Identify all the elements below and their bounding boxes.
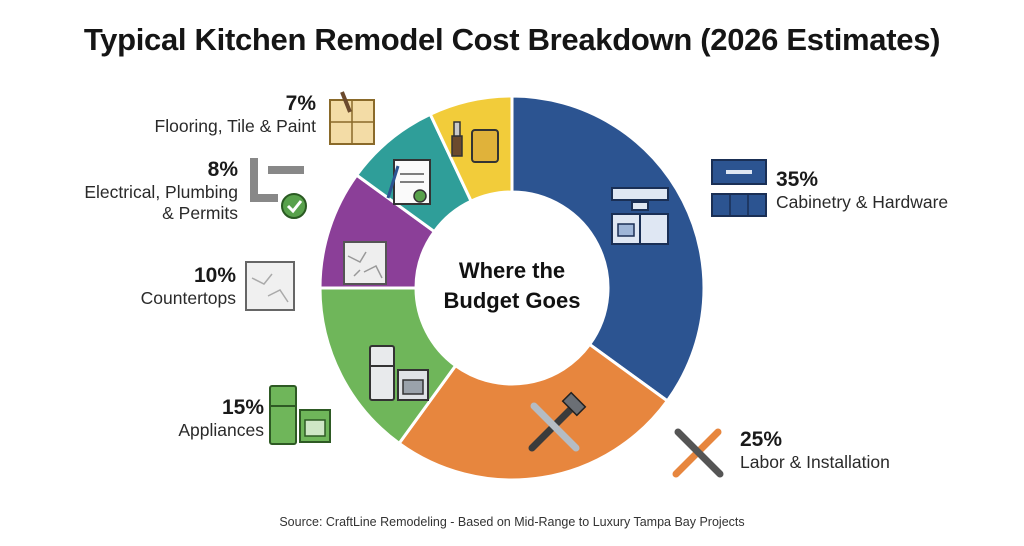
- name-electrical-line2: & Permits: [162, 203, 238, 223]
- pct-countertops: 10%: [193, 264, 236, 287]
- label-labor: 25% Labor & Installation: [740, 428, 890, 473]
- name-labor: Labor & Installation: [740, 452, 890, 472]
- hammer-wrench-icon: [672, 428, 724, 478]
- pipes-check-icon: [250, 158, 307, 219]
- permit-document-icon: [386, 159, 431, 205]
- marble-slab-icon: [343, 241, 387, 285]
- pct-appliances: 15%: [221, 396, 264, 419]
- pct-electrical: 8%: [207, 158, 238, 181]
- name-cabinetry: Cabinetry & Hardware: [776, 192, 949, 212]
- paint-bucket-brush-icon: [451, 121, 499, 163]
- fridge-stove-icon: [369, 345, 429, 401]
- name-countertops: Countertops: [140, 288, 236, 308]
- name-appliances: Appliances: [178, 420, 264, 440]
- label-countertops: 10% Countertops: [80, 264, 236, 309]
- pct-flooring: 7%: [285, 92, 316, 115]
- name-electrical-line1: Electrical, Plumbing: [84, 182, 238, 202]
- slice-labor-installation: [397, 342, 670, 482]
- chart-title: Typical Kitchen Remodel Cost Breakdown (…: [83, 22, 941, 57]
- tile-brush-icon: [329, 91, 375, 145]
- center-label: Where the Budget Goes: [430, 256, 594, 316]
- source-note: Source: CraftLine Remodeling - Based on …: [279, 515, 745, 529]
- donut-hole: [417, 193, 607, 383]
- label-flooring: 7% Flooring, Tile & Paint: [92, 92, 316, 137]
- name-flooring: Flooring, Tile & Paint: [154, 116, 316, 136]
- label-cabinetry: 35% Cabinetry & Hardware: [776, 168, 948, 213]
- fridge-stove-icon: [269, 385, 331, 445]
- pct-cabinetry: 35%: [776, 168, 819, 191]
- marble-slab-icon: [245, 261, 295, 311]
- center-label-line1: Where the: [458, 258, 566, 283]
- cabinet-drawers-icon: [711, 159, 767, 217]
- hammer-wrench-icon: [528, 391, 587, 452]
- label-electrical: 8% Electrical, Plumbing & Permits: [30, 158, 238, 224]
- kitchen-cabinets-icon: [611, 187, 669, 245]
- label-appliances: 15% Appliances: [100, 396, 264, 441]
- slice-cabinetry-hardware: [510, 94, 706, 403]
- pct-labor: 25%: [740, 428, 783, 451]
- center-label-line2: Budget Goes: [443, 288, 581, 313]
